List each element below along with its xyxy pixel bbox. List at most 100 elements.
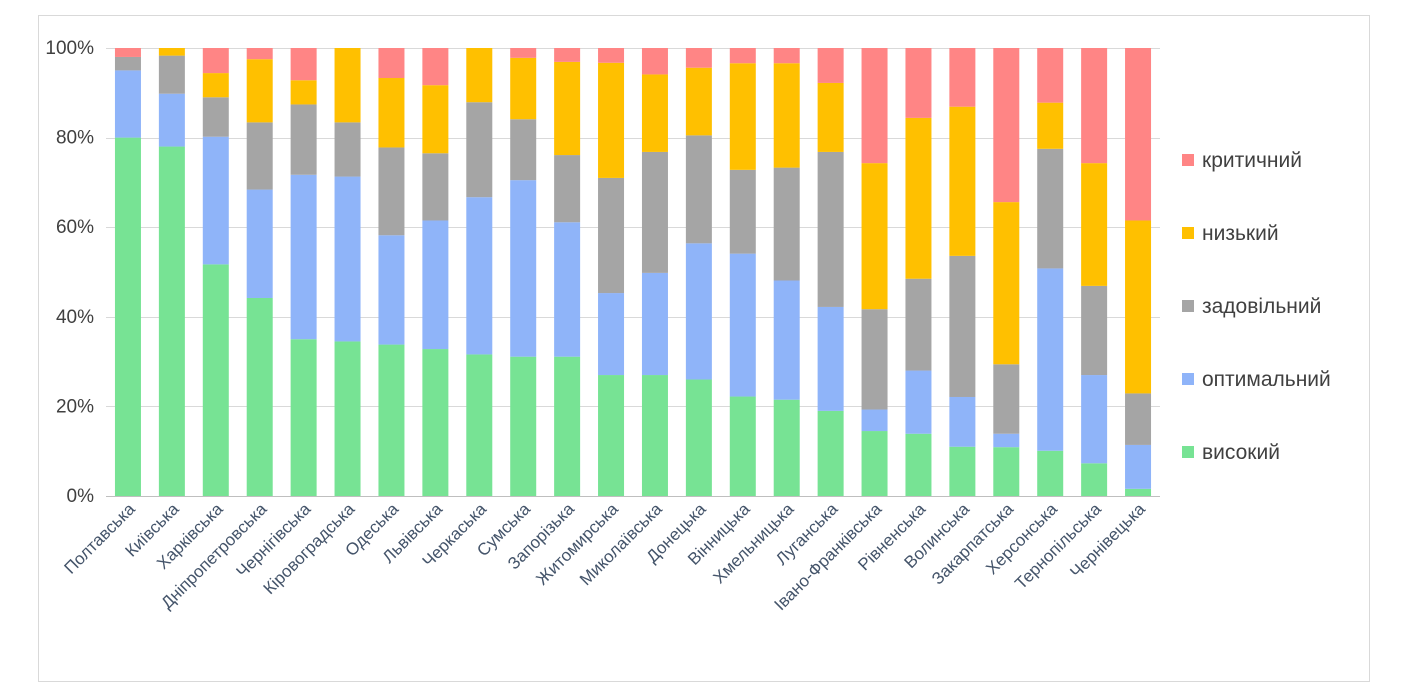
bar-segment	[554, 61, 581, 156]
bar-segment	[641, 375, 668, 496]
bar-stack	[773, 48, 800, 496]
bar-segment	[158, 146, 185, 496]
legend-swatch	[1182, 373, 1194, 385]
bar-segment	[641, 151, 668, 273]
bar-segment	[554, 48, 581, 62]
bar-stack	[1037, 48, 1064, 496]
bar-segment	[1125, 393, 1152, 445]
bar-segment	[905, 370, 932, 434]
bar-segment	[861, 309, 888, 410]
bar-segment	[905, 278, 932, 371]
bar-segment	[1125, 48, 1152, 221]
bar-segment	[685, 48, 712, 68]
legend-swatch	[1182, 446, 1194, 458]
bar-stack	[861, 48, 888, 496]
bar-segment	[1081, 375, 1108, 464]
bar-segment	[510, 180, 537, 357]
bar-segment	[246, 48, 273, 60]
bar-stack	[1081, 48, 1108, 496]
bar-segment	[993, 48, 1020, 203]
legend-label: критичний	[1202, 149, 1302, 172]
bar-segment	[598, 293, 625, 376]
legend-label: низький	[1202, 222, 1279, 245]
bar-stack	[202, 48, 229, 496]
bar-segment	[905, 117, 932, 279]
y-tick-label: 60%	[56, 217, 94, 238]
bar-segment	[422, 349, 449, 496]
bar-segment	[378, 147, 405, 236]
bar-segment	[773, 280, 800, 400]
bar-segment	[202, 97, 229, 137]
bar-stack	[466, 48, 493, 496]
bar-segment	[158, 55, 185, 94]
bar-segment	[290, 339, 317, 496]
bar-segment	[246, 122, 273, 190]
chart-frame: 0% 20% 40% 60% 80% 100% Полтавська Київська Хар…	[38, 15, 1370, 682]
bar-segment	[773, 48, 800, 64]
bar-segment	[598, 62, 625, 178]
bar-segment	[510, 57, 537, 120]
bar-segment	[378, 48, 405, 79]
bar-segment	[510, 356, 537, 496]
bar-segment	[378, 235, 405, 345]
bar-segment	[905, 48, 932, 118]
bar-segment	[861, 48, 888, 164]
legend-label: оптимальний	[1202, 368, 1331, 391]
bar-segment	[246, 297, 273, 496]
bar-segment	[422, 220, 449, 350]
bar-segment	[685, 135, 712, 244]
bar-segment	[685, 379, 712, 496]
bar-segment	[861, 431, 888, 496]
legend-swatch	[1182, 154, 1194, 166]
bar-segment	[729, 63, 756, 170]
bar-segment	[334, 48, 361, 123]
bar-segment	[1125, 220, 1152, 394]
bar-segment	[773, 167, 800, 281]
bar-segment	[729, 48, 756, 64]
bar-stack	[817, 48, 844, 496]
bars	[114, 48, 1152, 496]
bar-stack	[246, 48, 273, 496]
bar-segment	[685, 243, 712, 380]
bar-segment	[1125, 488, 1152, 496]
bar-segment	[158, 93, 185, 147]
bar-stack	[1125, 48, 1152, 496]
bar-stack	[641, 48, 668, 496]
bar-segment	[246, 59, 273, 123]
y-axis: 0% 20% 40% 60% 80% 100%	[45, 38, 94, 507]
bar-segment	[422, 153, 449, 221]
bar-segment	[949, 48, 976, 107]
bar-segment	[729, 396, 756, 496]
bar-segment	[422, 48, 449, 86]
bar-segment	[554, 356, 581, 496]
bar-segment	[378, 78, 405, 148]
bar-segment	[1125, 444, 1152, 489]
bar-segment	[949, 106, 976, 256]
bar-segment	[905, 433, 932, 496]
bar-segment	[114, 137, 141, 496]
bar-segment	[949, 396, 976, 447]
bar-segment	[290, 104, 317, 175]
bar-segment	[1081, 163, 1108, 286]
bar-segment	[773, 63, 800, 168]
bar-segment	[949, 255, 976, 397]
bar-segment	[598, 177, 625, 294]
bar-segment	[510, 48, 537, 58]
bar-segment	[114, 70, 141, 138]
bar-segment	[861, 163, 888, 310]
bar-stack	[422, 48, 449, 496]
bar-segment	[729, 253, 756, 397]
y-tick-label: 20%	[56, 396, 94, 417]
bar-stack	[334, 48, 361, 496]
bar-segment	[641, 272, 668, 376]
bar-segment	[861, 409, 888, 432]
bar-segment	[378, 344, 405, 496]
x-axis: ПолтавськаКиївськаХарківськаДніпропетров…	[60, 499, 1149, 614]
bar-segment	[466, 197, 493, 355]
bar-segment	[1037, 450, 1064, 496]
bar-segment	[466, 48, 493, 103]
bar-segment	[598, 375, 625, 496]
x-tick-label: Полтавська	[60, 499, 139, 578]
bar-segment	[114, 48, 141, 57]
bar-segment	[334, 122, 361, 177]
